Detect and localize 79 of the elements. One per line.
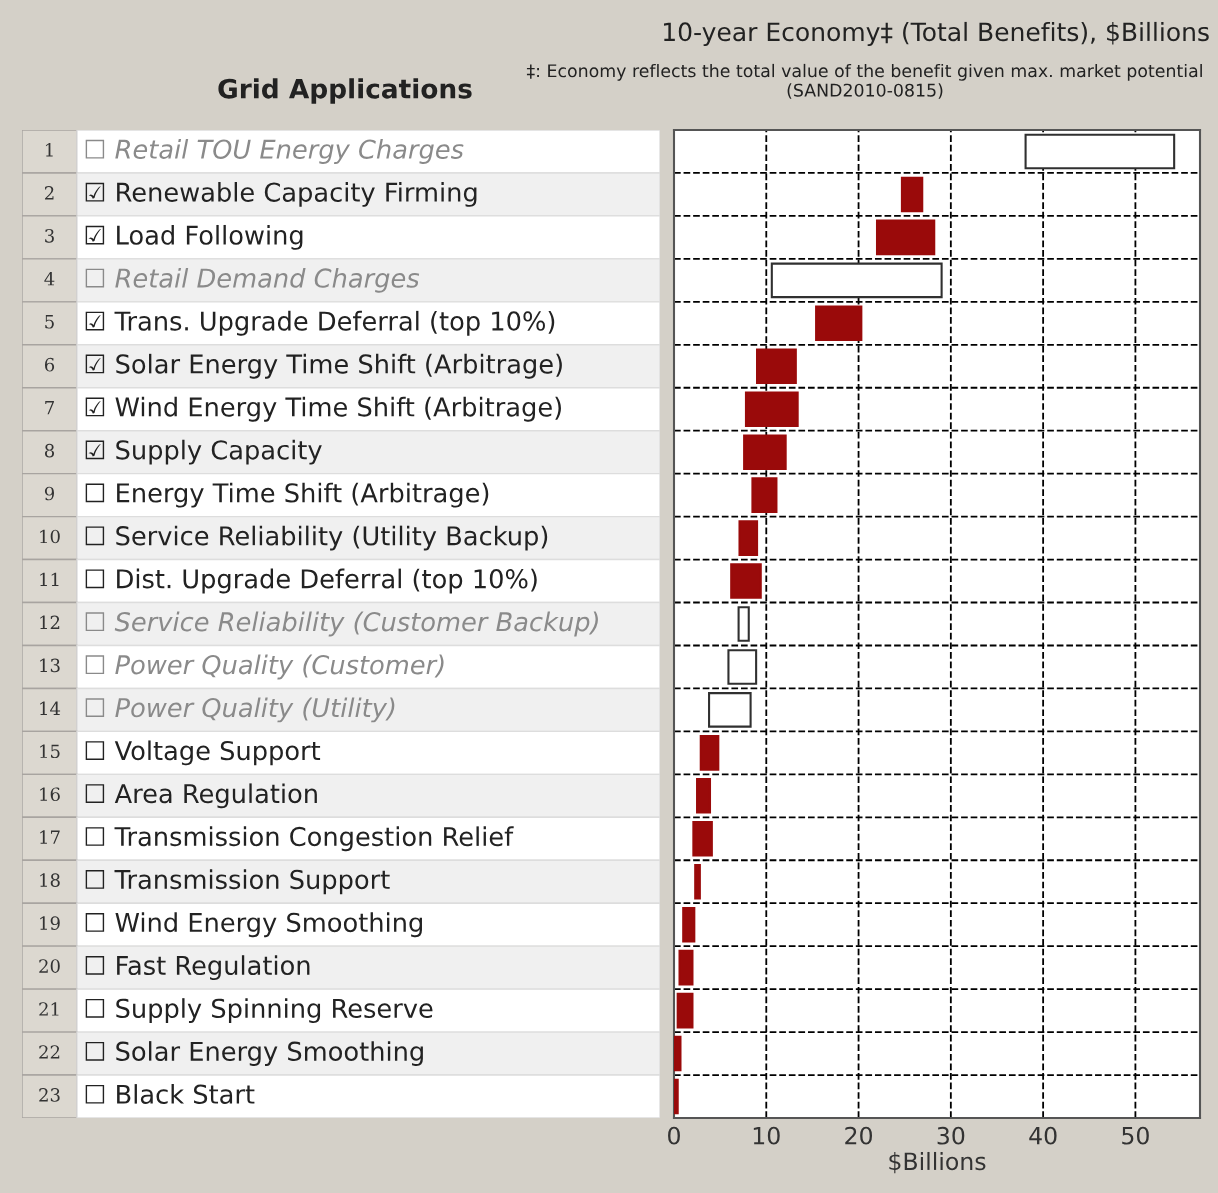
y-tick-label: ☐ Power Quality (Customer) [85, 654, 444, 680]
y-tick-label: ☐ Fast Regulation [85, 955, 310, 981]
chart-subtitle: ‡: Economy reflects the total value of the benefit given max. market potential (SAND2010-0815) [526, 63, 1202, 99]
x-tick-label: 0 [668, 1126, 680, 1145]
y-tick-label: ☐ Solar Energy Smoothing [85, 1041, 423, 1066]
y-tick-label: ☐ Retail Demand Charges [85, 267, 420, 293]
chart-title: 10-year Economy‡ (Total Benefits), $Billions [663, 21, 1209, 47]
text: 19 [40, 916, 60, 930]
y-tick-label: ☑ Renewable Capacity Firming [85, 182, 477, 207]
x-tick-label: 10 [753, 1126, 780, 1145]
text: 13 [40, 658, 60, 673]
bar [694, 863, 701, 900]
x-axis-title: $Billions [889, 1151, 986, 1174]
y-tick-label: ☐ Black Start [85, 1084, 255, 1104]
y-tick-label: ☑ Supply Capacity [85, 439, 322, 465]
bar [674, 1078, 679, 1115]
y-tick-label: ☐ Power Quality (Utility) [85, 697, 395, 723]
bar [815, 305, 863, 342]
x-tick-label: 30 [937, 1126, 965, 1145]
y-tick-label: ☑ Solar Energy Time Shift (Arbitrage) [85, 353, 562, 379]
y-tick-label: ☐ Transmission Congestion Relief [85, 826, 514, 852]
text: Grid Applications [218, 78, 472, 104]
text: 4 [44, 271, 55, 286]
y-tick-label: ☑ Trans. Upgrade Deferral (top 10%) [85, 310, 555, 336]
bar [1024, 133, 1176, 170]
text: 5 [45, 315, 54, 329]
y-tick-label: ☐ Transmission Support [85, 869, 390, 895]
text: 22 [39, 1045, 60, 1059]
y-tick-label: ☐ Service Reliability (Customer Backup) [85, 611, 598, 637]
y-tick-label: ☐ Dist. Upgrade Deferral (top 10%) [85, 568, 537, 594]
text: 21 [39, 1002, 59, 1016]
text: 15 [40, 744, 60, 759]
bar [756, 348, 797, 385]
y-tick-label: ☑ Load Following [85, 224, 303, 250]
text: 1 [45, 143, 53, 157]
y-tick-label: ☑ Wind Energy Time Shift (Arbitrage) [85, 396, 561, 422]
text: 9 [44, 486, 55, 501]
bar [708, 692, 752, 728]
text: 10 [40, 529, 60, 544]
y-tick-label: ☐ Supply Spinning Reserve [85, 998, 433, 1024]
text: 16 [40, 787, 60, 802]
y-tick-label: ☐ Voltage Support [85, 740, 321, 766]
bar [699, 735, 720, 771]
bar [900, 176, 924, 213]
y-tick-label: ☐ Energy Time Shift (Arbitrage) [85, 482, 489, 508]
bar [692, 820, 713, 857]
bar [743, 434, 787, 470]
bar [696, 778, 712, 814]
x-tick-label: 20 [845, 1126, 873, 1145]
text: 2 [44, 186, 54, 200]
y-tick-label: ☐ Area Regulation [85, 783, 317, 809]
text: 23 [39, 1088, 60, 1102]
text: 20 [39, 959, 60, 973]
y-tick-label: ☐ Wind Energy Smoothing [85, 912, 422, 938]
bar [751, 477, 778, 513]
bar [875, 219, 936, 256]
text: 11 [40, 572, 59, 587]
text: 17 [40, 830, 60, 844]
bar [738, 520, 759, 556]
text: 14 [40, 701, 61, 715]
bar [737, 606, 750, 642]
bar [676, 992, 694, 1029]
bar [730, 563, 762, 599]
text: 3 [45, 228, 54, 243]
text: 7 [45, 401, 54, 415]
x-tick-label: 40 [1029, 1126, 1057, 1145]
x-tick-label: 50 [1122, 1126, 1149, 1145]
y-tick-label: ☐ Retail TOU Energy Charges [85, 139, 464, 164]
text: 12 [40, 615, 60, 629]
bar [744, 391, 799, 428]
bar [770, 262, 943, 299]
y-tick-label: ☐ Service Reliability (Utility Backup) [85, 525, 548, 551]
bar [682, 906, 696, 943]
bar [727, 649, 758, 685]
text: 18 [40, 873, 60, 887]
bar [674, 1035, 682, 1072]
bar [678, 949, 694, 986]
text: 8 [44, 443, 55, 458]
text: 6 [44, 357, 55, 372]
